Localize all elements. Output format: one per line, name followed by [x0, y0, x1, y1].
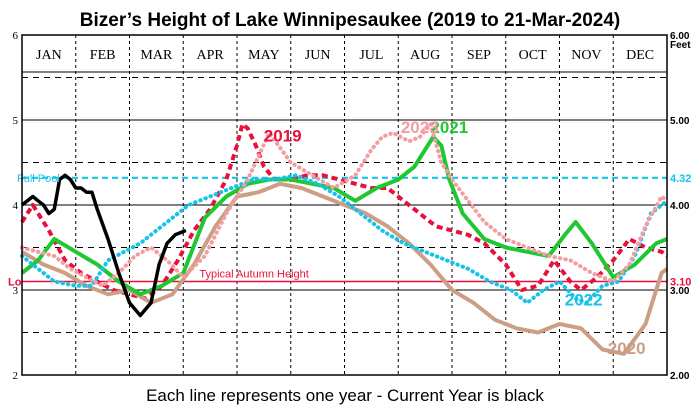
unit-label: Feet: [670, 40, 691, 51]
y-tick-left: 4: [13, 200, 19, 212]
y-tick-right: 5.00: [670, 116, 690, 127]
month-label: SEP: [467, 48, 491, 63]
series-layer: [20, 122, 669, 356]
series-label-2022: 2022: [565, 290, 603, 309]
month-label: MAY: [248, 48, 279, 63]
y-tick-left: 5: [13, 115, 19, 127]
y-tick-right: 2.00: [670, 371, 690, 382]
series-line-2022: [20, 173, 669, 305]
grid-layer: JAN FEB MAR APR MAY JUN JUL AUG SEP OCT NOV DEC 2 3 4 5…: [13, 30, 692, 382]
plot-frame: [21, 34, 668, 376]
month-label: DEC: [626, 48, 654, 63]
reference-value-full: 4.32: [670, 173, 691, 185]
month-label: JAN: [36, 48, 62, 63]
y-tick-right: 4.00: [670, 201, 690, 212]
reference-left-label-low: Lo: [8, 277, 22, 289]
month-label: OCT: [519, 48, 547, 63]
y-tick-right: 3.00: [670, 286, 690, 297]
chart-caption: Each line represents one year - Current …: [146, 386, 544, 405]
month-label: JUN: [305, 48, 331, 63]
y-tick-left: 6: [13, 30, 19, 42]
month-label: APR: [197, 48, 225, 63]
series-line-2024: [20, 173, 187, 318]
month-label: AUG: [410, 48, 440, 63]
y-tick-left: 2: [13, 370, 19, 382]
month-label: JUL: [359, 48, 383, 63]
y-tick-right: 6.00: [670, 31, 690, 42]
month-label: NOV: [571, 48, 601, 63]
y-tick-left: 3: [13, 285, 19, 297]
series-line-2023: [20, 122, 669, 288]
series-line-2019: [20, 122, 669, 301]
labels-layer: 4.32 Full Pool 3.10 Typical Autumn Height Lo…: [8, 118, 691, 358]
series-label-2021: 2021: [430, 118, 468, 137]
reference-label-low: Typical Autumn Height: [199, 269, 308, 281]
reference-value-low: 3.10: [670, 277, 691, 289]
month-label: FEB: [90, 48, 116, 63]
reference-label-full: Full Pool: [17, 173, 60, 185]
series-label-2019: 2019: [264, 126, 302, 145]
month-label: MAR: [140, 48, 173, 63]
chart-title: Bizer’s Height of Lake Winnipesaukee (20…: [80, 10, 620, 31]
series-label-2023: 2023: [401, 118, 439, 137]
series-label-2020: 2020: [608, 339, 646, 358]
series-line-2021: [20, 135, 668, 297]
